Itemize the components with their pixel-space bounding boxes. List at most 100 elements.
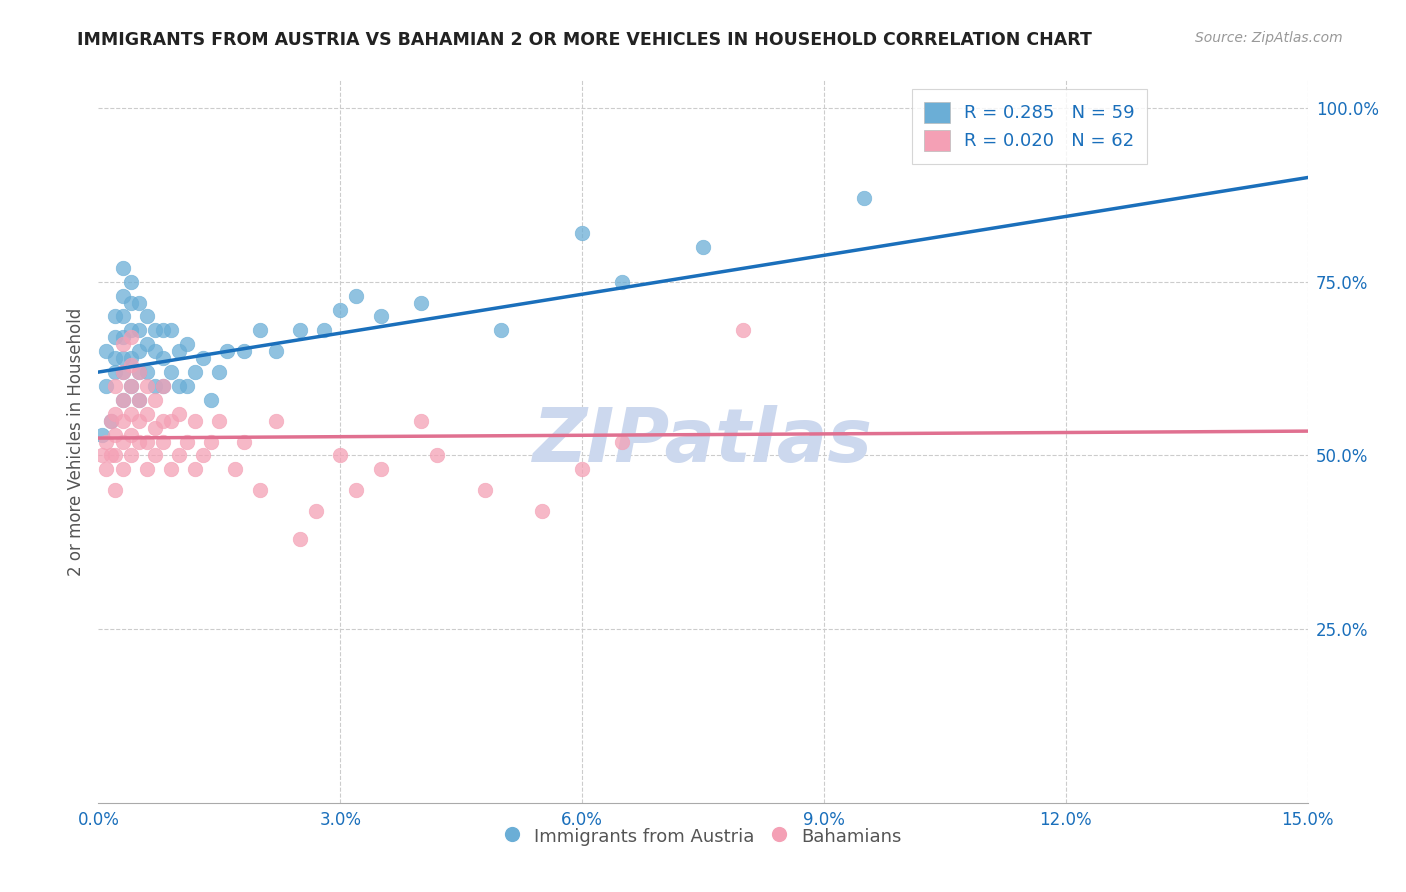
Point: [232, 434, 254, 449]
Point: [135, 407, 157, 421]
Point: [96, 379, 118, 393]
Point: [344, 483, 367, 498]
Point: [217, 344, 239, 359]
Point: [612, 275, 634, 289]
Point: [111, 351, 134, 366]
Point: [176, 379, 198, 393]
Point: [612, 434, 634, 449]
Point: [120, 330, 142, 344]
Point: [143, 392, 166, 407]
Point: [111, 260, 134, 275]
Point: [91, 427, 114, 442]
Point: [176, 434, 198, 449]
Point: [193, 449, 215, 463]
Point: [128, 344, 150, 359]
Point: [571, 462, 593, 476]
Point: [111, 462, 134, 476]
Point: [160, 414, 183, 428]
Point: [111, 392, 134, 407]
Point: [135, 310, 157, 324]
Point: [853, 191, 876, 205]
Point: [120, 351, 142, 366]
Point: [111, 330, 134, 344]
Point: [111, 337, 134, 351]
Point: [143, 379, 166, 393]
Point: [530, 504, 553, 518]
Point: [96, 434, 118, 449]
Point: [249, 483, 271, 498]
Point: [128, 365, 150, 379]
Point: [91, 449, 114, 463]
Point: [152, 351, 174, 366]
Point: [184, 414, 207, 428]
Point: [111, 434, 134, 449]
Point: [120, 379, 142, 393]
Point: [120, 449, 142, 463]
Point: [120, 295, 142, 310]
Point: [288, 323, 311, 337]
Point: [329, 449, 352, 463]
Text: Source: ZipAtlas.com: Source: ZipAtlas.com: [1195, 31, 1343, 45]
Point: [120, 427, 142, 442]
Point: [208, 414, 231, 428]
Point: [143, 449, 166, 463]
Point: [160, 365, 183, 379]
Point: [167, 407, 190, 421]
Point: [103, 449, 125, 463]
Point: [135, 365, 157, 379]
Point: [249, 323, 271, 337]
Point: [128, 323, 150, 337]
Point: [152, 379, 174, 393]
Point: [200, 434, 222, 449]
Point: [571, 226, 593, 240]
Point: [135, 337, 157, 351]
Point: [160, 323, 183, 337]
Point: [103, 407, 125, 421]
Point: [474, 483, 496, 498]
Point: [152, 323, 174, 337]
Point: [111, 310, 134, 324]
Point: [264, 414, 287, 428]
Point: [329, 302, 352, 317]
Point: [176, 337, 198, 351]
Point: [152, 414, 174, 428]
Point: [370, 462, 392, 476]
Point: [120, 275, 142, 289]
Point: [103, 427, 125, 442]
Text: IMMIGRANTS FROM AUSTRIA VS BAHAMIAN 2 OR MORE VEHICLES IN HOUSEHOLD CORRELATION : IMMIGRANTS FROM AUSTRIA VS BAHAMIAN 2 OR…: [77, 31, 1092, 49]
Point: [128, 392, 150, 407]
Point: [100, 414, 122, 428]
Point: [692, 240, 714, 254]
Point: [200, 392, 222, 407]
Point: [111, 365, 134, 379]
Point: [120, 379, 142, 393]
Point: [426, 449, 449, 463]
Point: [135, 434, 157, 449]
Point: [128, 365, 150, 379]
Point: [103, 483, 125, 498]
Text: ZIPatlas: ZIPatlas: [533, 405, 873, 478]
Point: [264, 344, 287, 359]
Point: [224, 462, 246, 476]
Point: [409, 295, 432, 310]
Point: [111, 288, 134, 302]
Point: [96, 462, 118, 476]
Point: [152, 434, 174, 449]
Point: [288, 532, 311, 546]
Point: [232, 344, 254, 359]
Point: [143, 420, 166, 434]
Point: [128, 434, 150, 449]
Point: [160, 462, 183, 476]
Point: [314, 323, 336, 337]
Point: [184, 365, 207, 379]
Point: [96, 344, 118, 359]
Point: [167, 379, 190, 393]
Point: [344, 288, 367, 302]
Point: [370, 310, 392, 324]
Point: [135, 462, 157, 476]
Point: [120, 407, 142, 421]
Point: [128, 295, 150, 310]
Point: [111, 365, 134, 379]
Point: [128, 414, 150, 428]
Point: [103, 365, 125, 379]
